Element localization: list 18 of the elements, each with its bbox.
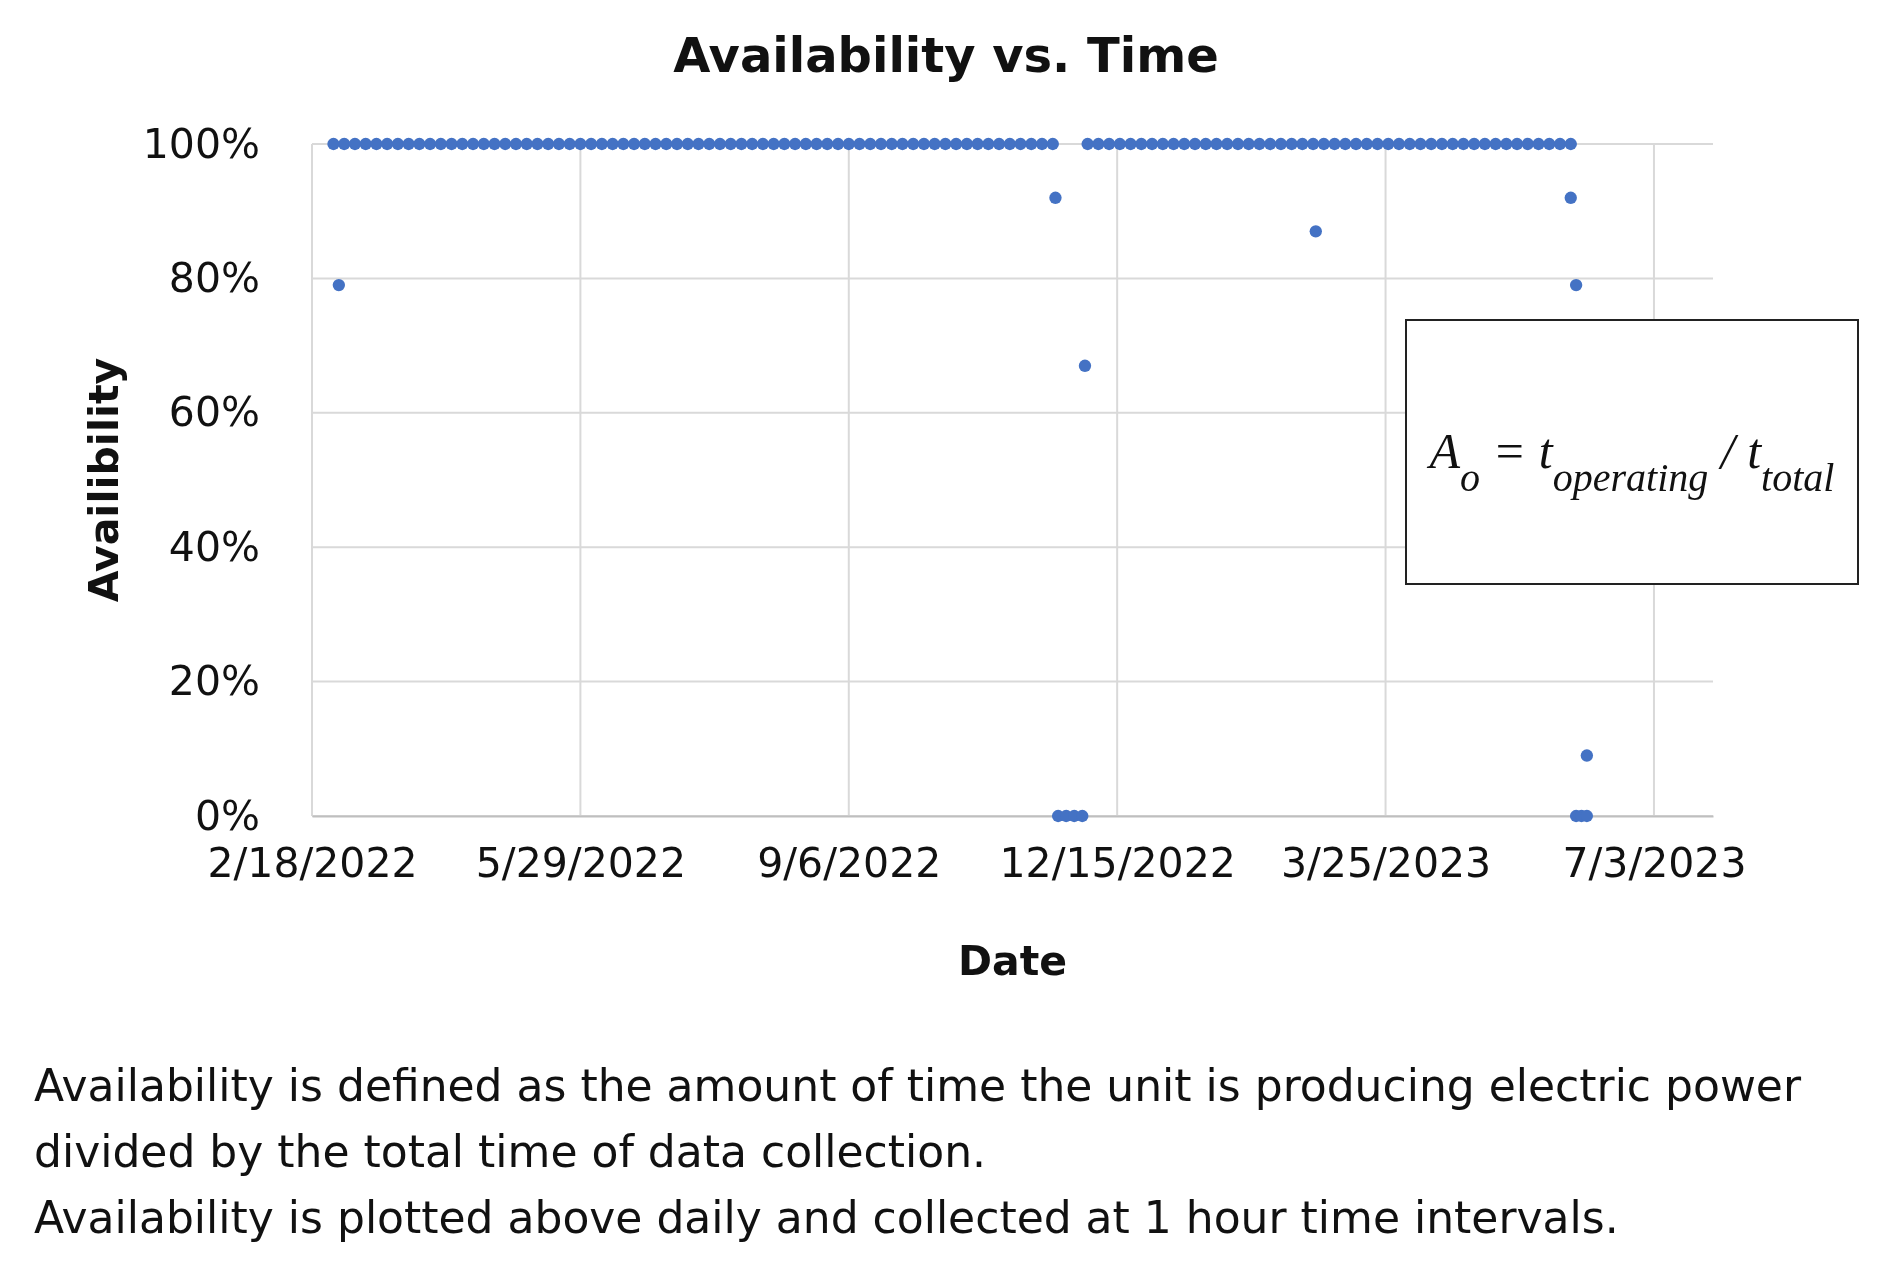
x-tick-label: 7/3/2023 [1562, 839, 1747, 888]
x-tick-label: 12/15/2022 [999, 839, 1236, 888]
y-tick-label: 40% [168, 522, 260, 571]
y-tick-label: 0% [194, 791, 260, 840]
x-tick-label: 9/6/2022 [757, 839, 942, 888]
y-axis-title: Availibility [80, 357, 128, 603]
x-axis-title: Date [957, 937, 1068, 985]
x-tick-label: 2/18/2022 [207, 839, 418, 888]
x-tick-label: 3/25/2023 [1280, 839, 1492, 888]
chart-title: Availability vs. Time [673, 27, 1219, 83]
text: Availability is defined as the amount of time the unit is producing electric power divided by the total time of data collection. [34, 1060, 1802, 1177]
text: Availability is plotted above daily and collected at 1 hour time intervals. [34, 1192, 1619, 1243]
x-tick-label: 5/29/2022 [475, 839, 687, 888]
y-tick-label: 60% [168, 388, 260, 437]
y-tick-label: 20% [168, 657, 260, 706]
annotation: A$_{o}$ = t$_{operating}$ / t$_{total}$ [1426, 423, 1835, 500]
y-tick-label: 100% [142, 119, 260, 168]
y-tick-label: 80% [168, 254, 260, 303]
